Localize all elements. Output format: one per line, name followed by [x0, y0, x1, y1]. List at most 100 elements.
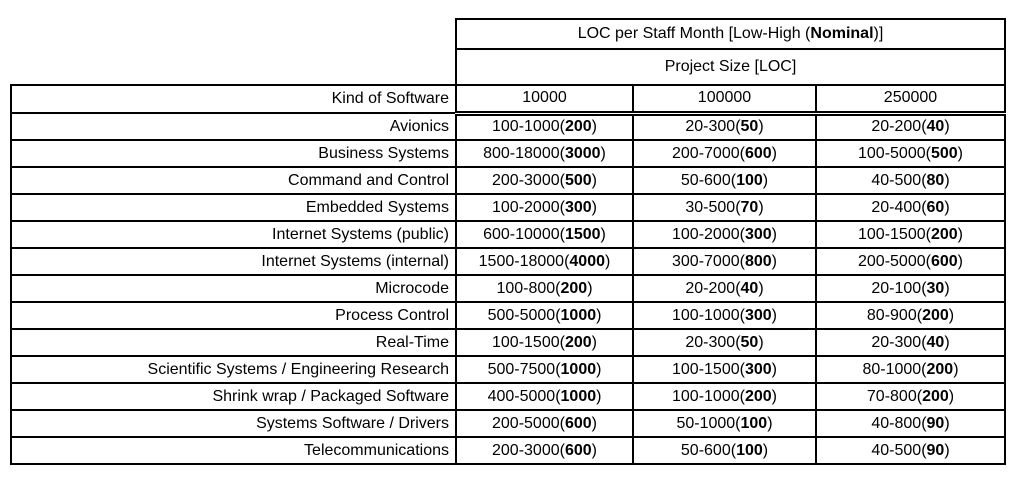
row-label: Business Systems [10, 139, 457, 168]
nominal-value: 100 [736, 171, 763, 189]
nominal-value: 40 [740, 279, 759, 297]
cell-r10-c1: 100-1000(200) [632, 382, 817, 411]
cell-r0-c0: 100-1000(200) [455, 112, 634, 141]
row-label: Telecommunications [10, 436, 457, 465]
range-text: 50-600 [680, 441, 731, 459]
cell-r2-c0: 200-3000(500) [455, 166, 634, 195]
close-paren: ) [957, 144, 963, 162]
table-row: Shrink wrap / Packaged Software 400-5000… [10, 382, 1006, 411]
open-paren: ( [739, 225, 745, 243]
range-text: 30-500 [685, 198, 736, 216]
spacer-cell [11, 49, 456, 85]
cell-r9-c2: 80-1000(200) [815, 355, 1006, 384]
spacer-cell [11, 19, 456, 49]
cell-r1-c2: 100-5000(500) [815, 139, 1006, 168]
range-text: 20-400 [871, 198, 922, 216]
close-paren: ) [944, 414, 950, 432]
close-paren: ) [944, 333, 950, 351]
close-paren: ) [771, 360, 777, 378]
cell-r1-c0: 800-18000(3000) [455, 139, 634, 168]
close-paren: ) [953, 360, 959, 378]
row-label: Real-Time [10, 328, 457, 357]
cell-r2-c1: 50-600(100) [632, 166, 817, 195]
range-text: 200-7000 [672, 144, 740, 162]
cell-r1-c1: 200-7000(600) [632, 139, 817, 168]
row-label: Microcode [10, 274, 457, 303]
cell-r9-c1: 100-1500(300) [632, 355, 817, 384]
cell-r12-c1: 50-600(100) [632, 436, 817, 465]
row-label: Systems Software / Drivers [10, 409, 457, 438]
open-paren: ( [921, 198, 927, 216]
open-paren: ( [739, 387, 745, 405]
table-row: Scientific Systems / Engineering Researc… [10, 355, 1006, 384]
close-paren: ) [771, 306, 777, 324]
open-paren: ( [921, 171, 927, 189]
cell-r4-c2: 100-1500(200) [815, 220, 1006, 249]
range-text: 80-1000 [862, 360, 922, 378]
nominal-value: 4000 [569, 252, 605, 270]
cell-r7-c2: 80-900(200) [815, 301, 1006, 330]
open-paren: ( [921, 360, 927, 378]
table-row: Internet Systems (public) 600-10000(1500… [10, 220, 1006, 249]
close-paren: ) [591, 171, 597, 189]
nominal-value: 200 [744, 387, 772, 405]
range-text: 20-300 [685, 118, 736, 136]
row-label: Shrink wrap / Packaged Software [10, 382, 457, 411]
open-paren: ( [925, 252, 931, 270]
nominal-value: 200 [564, 118, 592, 136]
range-text: 200-5000 [858, 252, 926, 270]
table-row: Process Control 500-5000(1000) 100-1000(… [10, 301, 1006, 330]
range-text: 100-1500 [492, 333, 560, 351]
cell-r6-c0: 100-800(200) [455, 274, 634, 303]
table-row: Business Systems 800-18000(3000) 200-700… [10, 139, 1006, 168]
column-header-10000: 10000 [455, 84, 634, 116]
cell-r10-c2: 70-800(200) [815, 382, 1006, 411]
cell-r5-c2: 200-5000(600) [815, 247, 1006, 276]
cell-r3-c1: 30-500(70) [632, 193, 817, 222]
range-text: 80-900 [866, 306, 917, 324]
cell-r0-c2: 20-200(40) [815, 112, 1006, 141]
nominal-value: 300 [744, 306, 772, 324]
subtitle-row: Project Size [LOC] [11, 48, 1006, 86]
table-row: Real-Time 100-1500(200) 20-300(50) 20-30… [10, 328, 1006, 357]
nominal-value: 90 [926, 441, 945, 459]
nominal-value: 50 [740, 333, 759, 351]
open-paren: ( [921, 441, 927, 459]
cell-r7-c1: 100-1000(300) [632, 301, 817, 330]
close-paren: ) [957, 225, 963, 243]
range-text: 40-800 [871, 414, 922, 432]
nominal-value: 200 [564, 333, 592, 351]
nominal-value: 200 [922, 387, 949, 405]
row-label: Scientific Systems / Engineering Researc… [10, 355, 457, 384]
open-paren: ( [921, 414, 927, 432]
open-paren: ( [730, 171, 737, 189]
title-row: LOC per Staff Month [Low-High (Nominal)] [11, 18, 1006, 50]
open-paren: ( [559, 414, 565, 432]
close-paren: ) [944, 198, 950, 216]
open-paren: ( [739, 360, 745, 378]
close-paren: ) [596, 387, 602, 405]
cell-r0-c1: 20-300(50) [632, 112, 817, 141]
nominal-value: 70 [740, 198, 759, 216]
cell-r3-c0: 100-2000(300) [455, 193, 634, 222]
cell-r4-c1: 100-2000(300) [632, 220, 817, 249]
cell-r6-c1: 20-200(40) [632, 274, 817, 303]
open-paren: ( [559, 198, 565, 216]
nominal-value: 200 [560, 279, 588, 297]
column-header-100000: 100000 [632, 84, 817, 116]
close-paren: ) [944, 441, 950, 459]
table-row: Command and Control 200-3000(500) 50-600… [10, 166, 1006, 195]
row-label: Avionics [10, 112, 457, 141]
row-label: Internet Systems (internal) [10, 247, 457, 276]
column-header-250000: 250000 [815, 84, 1006, 116]
nominal-value: 600 [564, 441, 592, 459]
open-paren: ( [559, 441, 565, 459]
close-paren: ) [771, 225, 777, 243]
cell-r10-c0: 400-5000(1000) [455, 382, 634, 411]
nominal-value: 600 [930, 252, 958, 270]
range-text: 100-1500 [672, 360, 740, 378]
nominal-value: 200 [926, 360, 954, 378]
close-paren: ) [771, 252, 777, 270]
table-row: Internet Systems (internal) 1500-18000(4… [10, 247, 1006, 276]
cell-r11-c2: 40-800(90) [815, 409, 1006, 438]
